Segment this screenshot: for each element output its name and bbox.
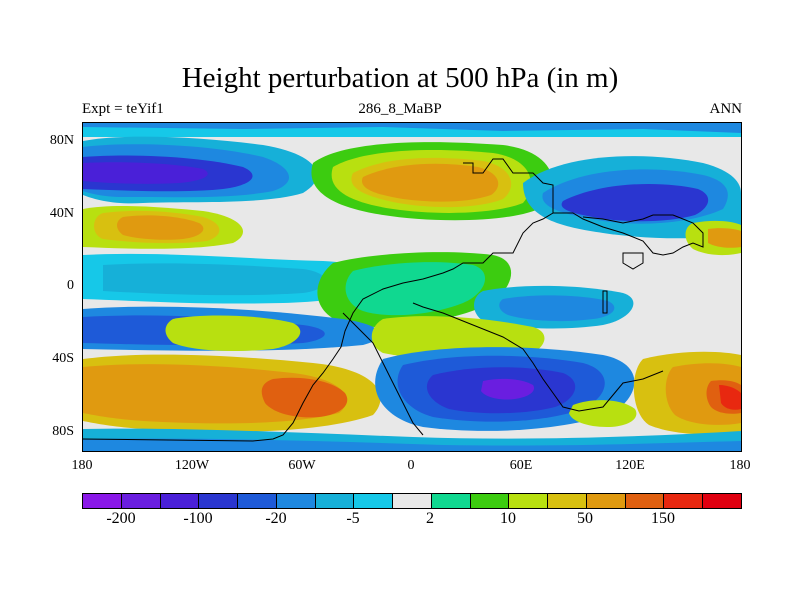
x-tick-180e: 180 [729,458,751,473]
colorbar-swatch [83,494,122,508]
colorbar-swatch [625,494,665,508]
colorbar-label: 10 [500,510,516,527]
gondwana-interior-line [342,312,424,436]
colorbar-label: 50 [577,510,593,527]
colorbar-swatch [431,494,471,508]
colorbar-swatch [664,494,704,508]
antarctic-core [83,438,741,451]
africa-tropical-mint [345,262,486,316]
nw-pacific-ridge-core [117,215,204,240]
arctic-shade [83,123,741,133]
tropical-cyan-core [103,263,326,296]
south-pacific-high-ridge-core [261,377,348,418]
south-pacific-lobe [83,377,145,399]
south-pacific-green-lobe [165,315,301,351]
eurasia-trough-core [561,184,709,222]
colorbar-label: 150 [651,510,675,527]
x-tick-120w: 120W [174,458,210,473]
colorbar-swatch [548,494,587,508]
gondwana-east-coast [412,302,664,412]
colorbar-label: -100 [183,510,213,527]
north-pacific-trough-deep [83,162,208,184]
y-tick-80n: 80N [49,133,74,148]
colorbar [82,493,742,509]
y-tick-0: 0 [67,278,74,293]
colorbar-swatch [586,494,626,508]
y-tick-80s: 80S [52,424,74,439]
colorbar-swatch [703,494,742,508]
tethys-coast [553,212,704,256]
x-tick-60w: 60W [288,458,316,473]
east-asia-ridge-core [708,228,741,248]
colorbar-swatch [160,494,200,508]
period-label: 286_8_MaBP [358,101,442,117]
pangea-west-coast [83,158,554,442]
season-label: ANN [709,101,743,117]
colorbar-swatch [509,494,549,508]
x-tick-120e: 120E [615,458,645,473]
colorbar-swatch [470,494,510,508]
colorbar-label: -5 [346,510,360,527]
coastlines [83,158,704,442]
height-perturbation-map [82,122,742,452]
plot-title: Height perturbation at 500 hPa (in m) [181,62,619,94]
x-tick-0: 0 [407,458,415,473]
y-tick-40n: 40N [49,206,74,221]
colorbar-swatch [238,494,277,508]
colorbar-label: -200 [106,510,136,527]
colorbar-swatch [315,494,355,508]
island-outline [602,290,608,314]
southern-indian-trough-deep [481,378,535,400]
small-landmass [622,252,644,270]
colorbar-swatch [354,494,394,508]
sw-pacific-ridge-peak [719,385,741,410]
south-indian-green-lobe [569,400,637,427]
x-tick-180w: 180 [71,458,93,473]
colorbar-swatch [121,494,161,508]
indian-ocean-core [499,295,615,322]
experiment-label: Expt = teYif1 [82,101,164,117]
y-tick-40s: 40S [52,351,74,366]
colorbar-swatch [199,494,239,508]
atlantic-ridge-core [361,163,499,202]
colorbar-label: -20 [265,510,287,527]
colorbar-swatch [393,494,432,508]
colorbar-swatch [276,494,316,508]
x-tick-60e: 60E [509,458,533,473]
colorbar-label: 2 [426,510,434,527]
